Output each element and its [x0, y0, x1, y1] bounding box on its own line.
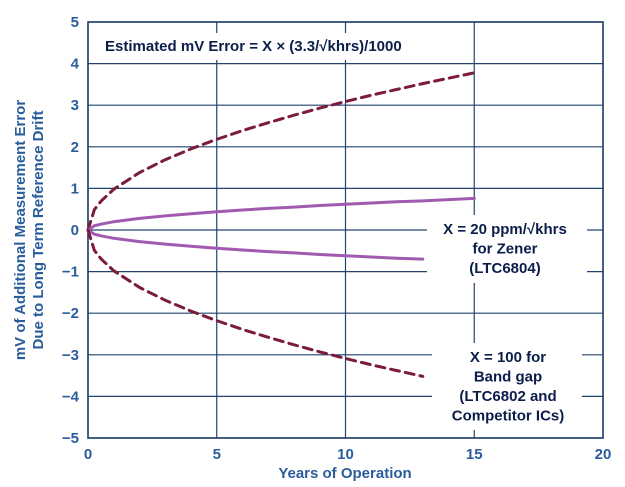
formula-label: Estimated mV Error = X × (3.3/√khrs)/100… — [105, 38, 402, 55]
bandgap-annotation: X = 100 for Band gap (LTC6802 and Competito… — [452, 349, 565, 425]
x-tick-label: 5 — [213, 446, 221, 463]
y-tick-label: 3 — [71, 97, 79, 114]
bandgap-drift-line-0 — [86, 71, 476, 232]
zener-drift-line-1 — [86, 196, 476, 232]
annotation-line: X = 100 for — [470, 349, 546, 366]
y-tick-label: −1 — [62, 264, 79, 281]
annotation-layer: X = 20 ppm/√khrs for Zener (LTC6804) X = 10… — [427, 215, 587, 430]
y-tick-label: −3 — [62, 347, 79, 364]
x-tick-label: 0 — [84, 446, 92, 463]
annotation-line: X = 20 ppm/√khrs — [443, 221, 567, 238]
y-tick-label: 5 — [71, 14, 79, 31]
y-tick-label: 2 — [71, 139, 79, 156]
zener-drift-line-2 — [86, 228, 425, 261]
label-layer: Estimated mV Error = X × (3.3/√khrs)/100… — [97, 33, 469, 60]
annotation-line: (LTC6804) — [469, 260, 540, 277]
y-tick-label: 4 — [71, 56, 80, 73]
x-tick-label: 20 — [595, 446, 612, 463]
zener-annotation: X = 20 ppm/√khrs for Zener (LTC6804) — [443, 221, 567, 277]
x-axis-title: Years of Operation — [278, 465, 411, 482]
y-tick-label: −4 — [62, 388, 80, 405]
y-tick-label: −5 — [62, 430, 79, 447]
annotation-line: Band gap — [474, 369, 542, 386]
annotation-background — [427, 215, 587, 283]
annotation-line: Competitor ICs) — [452, 408, 565, 425]
y-tick-label: −2 — [62, 305, 79, 322]
annotation-background — [432, 343, 582, 430]
annotation-line: (LTC6802 and — [459, 388, 556, 405]
y-tick-label: 0 — [71, 222, 79, 239]
y-axis-title-line: Due to Long Term Reference Drift — [30, 111, 47, 350]
y-axis-title-line: mV of Additional Measurement Error — [12, 100, 29, 360]
series-layer — [86, 71, 476, 378]
y-axis-title: mV of Additional Measurement ErrorDue to… — [12, 100, 47, 360]
x-tick-label: 10 — [337, 446, 354, 463]
formula-background — [97, 33, 469, 60]
x-tick-label: 15 — [466, 446, 483, 463]
y-tick-label: 1 — [71, 180, 79, 197]
axis-title-layer: Years of Operation mV of Additional Meas… — [12, 100, 412, 482]
annotation-line: for Zener — [472, 241, 537, 258]
